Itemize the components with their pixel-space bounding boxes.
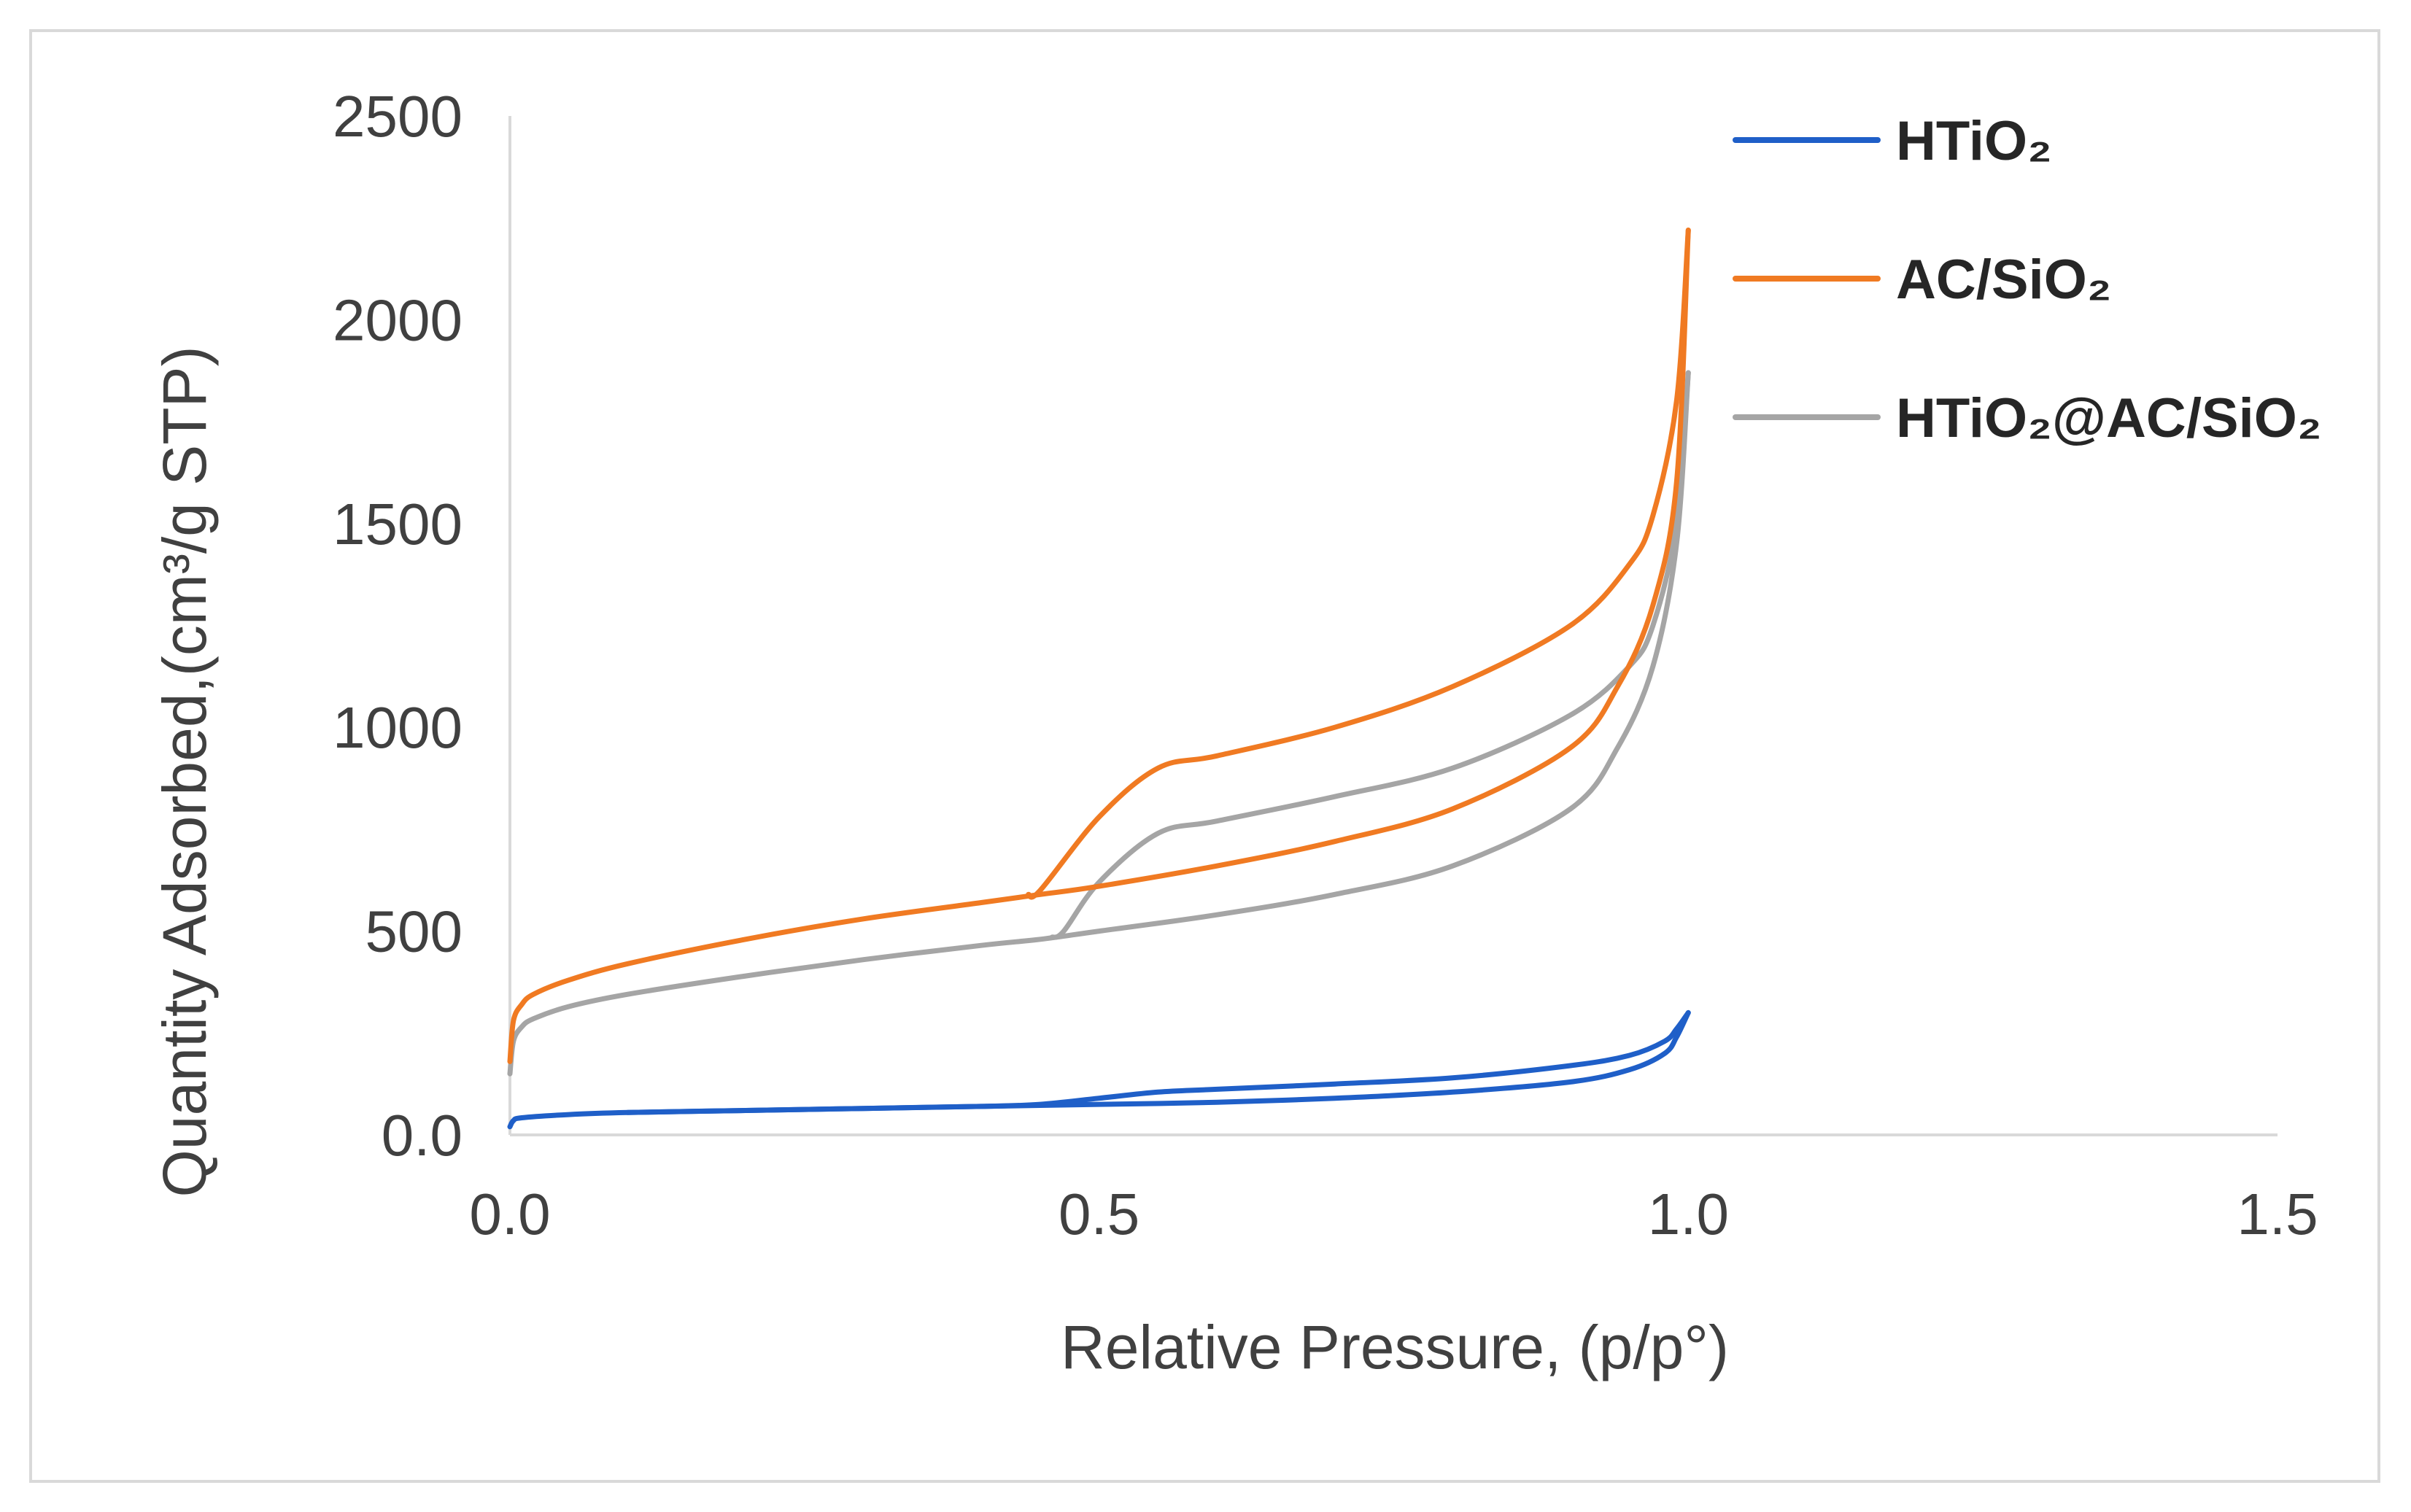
series-line-htio-ac-sio-desorption	[1049, 370, 1691, 940]
y-tick-label: 0.0	[382, 1103, 463, 1168]
series-line-htio-adsorption	[507, 1009, 1691, 1130]
series-line-ac-sio-desorption	[1026, 228, 1691, 900]
y-tick-label: 2500	[333, 84, 463, 149]
y-tick-label: 2000	[333, 287, 463, 352]
legend-label: AC/SiO₂	[1896, 249, 2112, 311]
x-tick-labels: 0.0 0.5 1.0 1.5	[469, 1182, 2318, 1247]
legend-label: HTiO₂@AC/SiO₂	[1896, 387, 2322, 449]
plot-area	[507, 228, 1691, 1130]
x-tick-label: 1.5	[2237, 1182, 2318, 1247]
series-line-htio-desorption	[625, 1009, 1691, 1115]
x-axis-title: Relative Pressure, (p/p°)	[1061, 1313, 1729, 1381]
legend: HTiO₂ AC/SiO₂ HTiO₂@AC/SiO₂	[1733, 110, 2322, 449]
x-tick-label: 0.0	[469, 1182, 550, 1247]
y-axis-title: Quantity Adsorbed,(cm³/g STP)	[150, 346, 219, 1197]
series-line-ac-sio-adsorption	[507, 228, 1691, 1064]
x-tick-label: 0.5	[1059, 1182, 1139, 1247]
y-tick-label: 1500	[333, 492, 463, 557]
legend-label: HTiO₂	[1896, 110, 2052, 172]
x-tick-label: 1.0	[1648, 1182, 1729, 1247]
series-line-htio-ac-sio-adsorption	[507, 370, 1691, 1077]
legend-item-ac-sio: AC/SiO₂	[1733, 249, 2112, 311]
y-tick-label: 1000	[333, 695, 463, 760]
y-tick-label: 500	[365, 899, 463, 964]
legend-item-htio-ac-sio: HTiO₂@AC/SiO₂	[1733, 387, 2322, 449]
legend-item-htio: HTiO₂	[1733, 110, 2052, 172]
figure-frame: 0.0 500 1000 1500 2000 2500 0.0 0.5 1.0 1.5 Rela…	[29, 29, 2380, 1483]
chart: 0.0 500 1000 1500 2000 2500 0.0 0.5 1.0 1.5 Rela…	[150, 84, 2322, 1381]
axes	[508, 116, 2278, 1136]
y-tick-labels: 0.0 500 1000 1500 2000 2500	[333, 84, 463, 1168]
